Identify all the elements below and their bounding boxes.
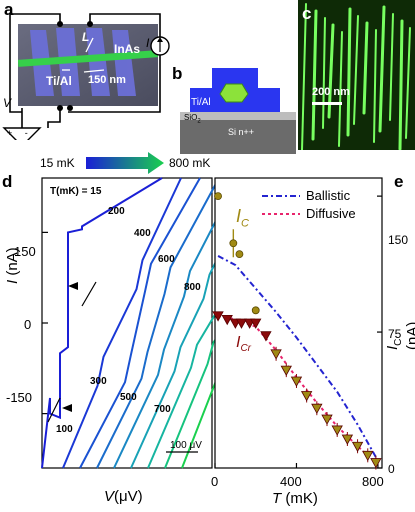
xtick-e-400: 400	[280, 474, 302, 489]
curve-label-400: 400	[134, 228, 151, 239]
sweep-arrow-icon	[68, 282, 78, 290]
ytick-0: 0	[24, 317, 32, 332]
curve-label-500: 500	[120, 392, 137, 403]
scale-bar-label-c: 200 nm	[312, 86, 350, 98]
nanowire-strand	[322, 17, 326, 129]
curve-label-700: 700	[154, 404, 171, 415]
e-ylabel: IC (nA)	[384, 321, 415, 350]
temp-header: T(mK) = 15	[50, 186, 102, 197]
curve-label-800: 800	[184, 282, 201, 293]
label-current: I	[146, 36, 150, 50]
curve-label-300: 300	[90, 376, 107, 387]
gradient-right-label: 800 mK	[169, 156, 211, 170]
nanowire-strand	[327, 23, 335, 119]
voltmeter-signs: + -	[7, 128, 28, 138]
icr-point	[212, 311, 224, 322]
iv-curve-100	[62, 177, 182, 469]
xtick-e-0: 0	[211, 474, 219, 489]
ic-label: IC	[236, 206, 249, 230]
d-xlabel: V(μV)	[104, 488, 143, 505]
icr-point	[280, 365, 292, 376]
e-xlabel: T (mK)	[272, 490, 318, 507]
icr-point	[290, 376, 303, 387]
temperature-gradient-arrow	[86, 152, 164, 174]
nanowire-strand	[362, 21, 369, 115]
label-voltage: V	[3, 96, 12, 110]
icr-point	[300, 391, 313, 402]
nanowire	[17, 50, 159, 67]
nanowire-strand	[373, 29, 377, 143]
sweep-arrow-line	[81, 281, 97, 307]
ytick-150: 150	[14, 244, 36, 259]
nanowire-strand	[378, 5, 386, 133]
nanowire-strand	[301, 3, 307, 150]
icr-point	[331, 425, 343, 436]
iv-curve-300	[96, 183, 215, 469]
ytick-neg150: -150	[6, 390, 33, 405]
panel-c-label: c	[302, 4, 312, 23]
iv-curves-plot	[41, 177, 215, 469]
iv-curve-600	[147, 312, 215, 469]
iv-curve-400	[113, 220, 215, 469]
nanowire-strand	[311, 9, 318, 141]
label-inas: InAs	[114, 42, 141, 56]
icr-point	[260, 331, 272, 342]
ic-point	[214, 192, 222, 201]
icr-point	[321, 414, 333, 425]
legend-ballistic: Ballistic	[306, 188, 351, 203]
icr-point	[235, 318, 248, 329]
iv-curve-200	[79, 177, 201, 469]
icr-point	[221, 314, 233, 326]
icr-point	[351, 441, 364, 453]
panel-d-label: d	[2, 172, 13, 191]
icr-point	[270, 349, 282, 360]
iv-curve-15	[41, 177, 163, 469]
critical-current-plot	[212, 177, 383, 470]
icr-label: ICr	[236, 334, 252, 355]
nanowire-image-c	[298, 0, 415, 150]
nanowire-strand	[353, 15, 359, 125]
ytick-e-75: 75	[388, 327, 402, 341]
ic-point	[235, 250, 244, 259]
fit-line-ballistic	[217, 255, 377, 458]
label-si: Si n++	[228, 127, 255, 137]
legend-diffusive: Diffusive	[306, 206, 356, 221]
nanowire-strand	[405, 27, 411, 139]
label-tial-b: Ti/Al	[191, 97, 211, 108]
device-schematic-a	[2, 13, 170, 140]
nanowire-strand	[338, 31, 343, 147]
panel-a-label: a	[4, 0, 14, 19]
label-L: L	[82, 30, 90, 44]
sweep-arrow-line	[47, 397, 61, 423]
cross-section-b	[180, 68, 296, 154]
label-tial-a: Ti/Al	[46, 74, 72, 88]
icr-point	[250, 318, 262, 329]
icr-point	[370, 458, 382, 469]
label-sio2: SiO2	[184, 113, 201, 125]
curve-label-100: 100	[56, 424, 73, 435]
icr-point	[341, 434, 354, 445]
gradient-left-label: 15 mK	[40, 156, 75, 170]
panel-b-label: b	[172, 64, 183, 83]
xtick-e-800: 800	[362, 474, 384, 489]
nanowire-strand	[346, 7, 352, 137]
panel-e-label: e	[394, 172, 404, 191]
label-distance: 150 nm	[88, 74, 126, 86]
ytick-e-0: 0	[388, 462, 395, 476]
d-scale-bar-label: 100 μV	[170, 440, 202, 451]
curve-label-200: 200	[108, 206, 125, 217]
icr-point	[362, 450, 374, 462]
ytick-e-150: 150	[388, 233, 409, 247]
sweep-arrow-icon	[62, 404, 72, 412]
icr-point	[311, 403, 323, 415]
curve-label-600: 600	[158, 254, 175, 265]
nanowire-strand	[398, 19, 404, 150]
nanowire-strand	[389, 13, 394, 121]
voltmeter-icon	[2, 127, 42, 140]
iv-curve-700	[164, 338, 215, 469]
ic-point	[251, 306, 260, 315]
iv-curve-500	[130, 261, 215, 469]
ic-point	[229, 239, 238, 248]
